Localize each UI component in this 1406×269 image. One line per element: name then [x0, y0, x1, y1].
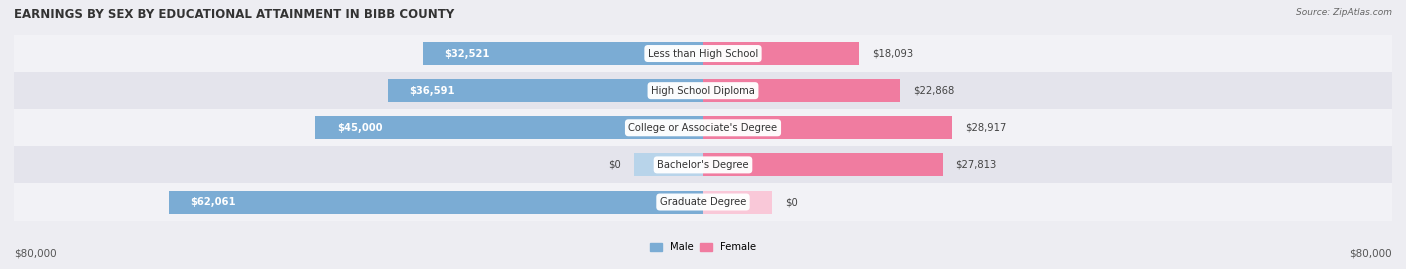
Text: $45,000: $45,000 — [337, 123, 382, 133]
Bar — [634, 153, 703, 176]
Bar — [423, 42, 703, 65]
Bar — [14, 109, 1392, 146]
Text: $62,061: $62,061 — [190, 197, 236, 207]
Text: High School Diploma: High School Diploma — [651, 86, 755, 96]
Text: $80,000: $80,000 — [14, 248, 56, 258]
Text: $36,591: $36,591 — [409, 86, 456, 96]
Bar — [703, 116, 952, 139]
Text: $18,093: $18,093 — [872, 48, 912, 59]
Text: Source: ZipAtlas.com: Source: ZipAtlas.com — [1296, 8, 1392, 17]
Bar — [703, 190, 772, 214]
Bar — [14, 35, 1392, 72]
Text: $28,917: $28,917 — [965, 123, 1007, 133]
Bar — [315, 116, 703, 139]
Bar — [703, 153, 942, 176]
Bar — [169, 190, 703, 214]
Bar — [703, 42, 859, 65]
Text: $80,000: $80,000 — [1350, 248, 1392, 258]
Bar — [703, 79, 900, 102]
Text: $27,813: $27,813 — [956, 160, 997, 170]
Text: EARNINGS BY SEX BY EDUCATIONAL ATTAINMENT IN BIBB COUNTY: EARNINGS BY SEX BY EDUCATIONAL ATTAINMEN… — [14, 8, 454, 21]
Text: Less than High School: Less than High School — [648, 48, 758, 59]
Text: $32,521: $32,521 — [444, 48, 489, 59]
Text: $22,868: $22,868 — [912, 86, 955, 96]
Bar — [14, 72, 1392, 109]
Legend: Male, Female: Male, Female — [647, 238, 759, 256]
Text: $0: $0 — [785, 197, 797, 207]
Bar — [388, 79, 703, 102]
Bar — [14, 146, 1392, 183]
Text: Graduate Degree: Graduate Degree — [659, 197, 747, 207]
Text: $0: $0 — [609, 160, 621, 170]
Bar — [14, 183, 1392, 221]
Text: College or Associate's Degree: College or Associate's Degree — [628, 123, 778, 133]
Text: Bachelor's Degree: Bachelor's Degree — [657, 160, 749, 170]
